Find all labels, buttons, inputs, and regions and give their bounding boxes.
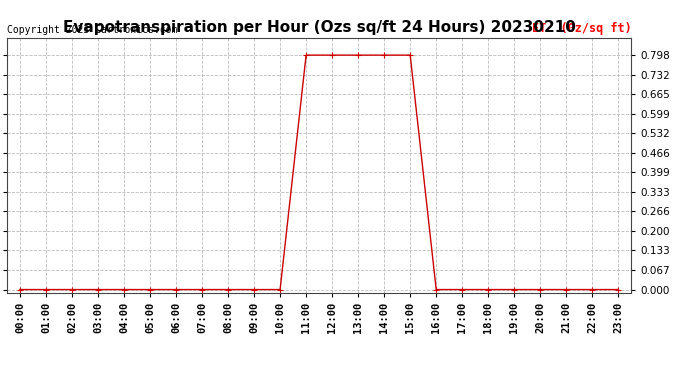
Text: ET  (0z/sq ft): ET (0z/sq ft)	[531, 22, 631, 35]
Text: Copyright 2023 Cartronics.com: Copyright 2023 Cartronics.com	[7, 25, 177, 35]
Title: Evapotranspiration per Hour (Ozs sq/ft 24 Hours) 20230210: Evapotranspiration per Hour (Ozs sq/ft 2…	[63, 20, 575, 35]
